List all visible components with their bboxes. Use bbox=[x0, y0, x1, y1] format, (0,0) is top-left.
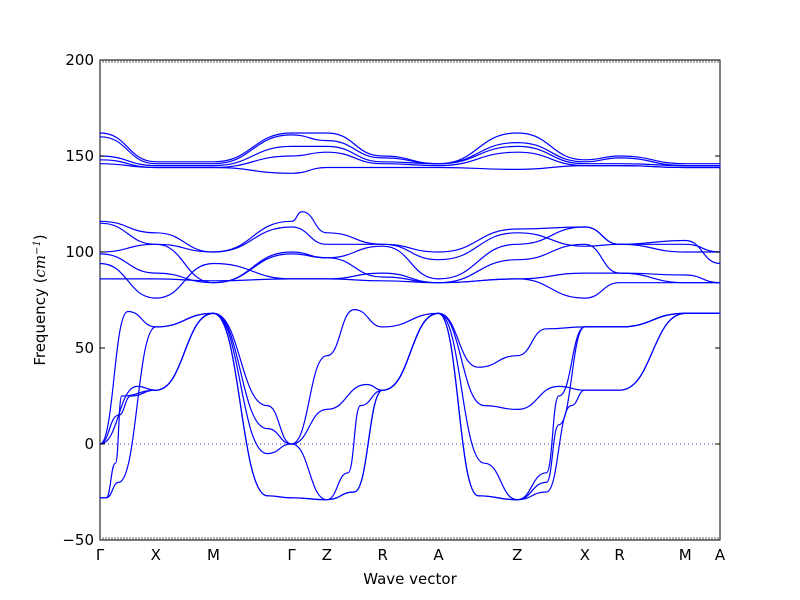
y-tick-label: 0 bbox=[84, 435, 94, 453]
x-tick-label: R bbox=[614, 546, 624, 564]
x-tick-label: X bbox=[580, 546, 590, 564]
x-tick-label: A bbox=[433, 546, 444, 564]
dispersion-curves bbox=[99, 132, 721, 501]
y-axis-label-text: Frequency ( bbox=[31, 278, 49, 366]
branch-3 bbox=[99, 145, 721, 167]
x-tick-label: Z bbox=[322, 546, 332, 564]
x-tick-label: Γ bbox=[287, 546, 296, 564]
plot-frame bbox=[99, 59, 721, 541]
x-tick-label: Z bbox=[512, 546, 522, 564]
y-axis-label-close: ) bbox=[31, 234, 49, 240]
branch-10 bbox=[99, 262, 721, 299]
branch-5 bbox=[99, 163, 721, 174]
y-axis-label: Frequency (cm−1) bbox=[31, 234, 49, 365]
y-tick-label: 100 bbox=[65, 243, 94, 261]
x-tick-label: A bbox=[715, 546, 726, 564]
branch-16 bbox=[99, 312, 721, 501]
branch-2 bbox=[99, 134, 721, 167]
y-tick-label: −50 bbox=[62, 531, 94, 549]
x-tick-label: M bbox=[679, 546, 692, 564]
x-tick-label: M bbox=[207, 546, 220, 564]
branch-1 bbox=[99, 132, 721, 165]
x-tick-label: X bbox=[151, 546, 161, 564]
y-axis-label-exponent: −1 bbox=[32, 240, 43, 255]
x-tick-label: Γ bbox=[96, 546, 105, 564]
y-tick-label: 200 bbox=[65, 51, 94, 69]
x-tick-label: R bbox=[378, 546, 388, 564]
y-axis-ticks: −50 0 50 100 150 200 bbox=[62, 51, 720, 549]
y-tick-label: 150 bbox=[65, 147, 94, 165]
y-tick-label: 50 bbox=[75, 339, 94, 357]
y-axis-label-unit: cm bbox=[31, 255, 49, 278]
x-axis-label: Wave vector bbox=[363, 570, 457, 588]
branch-11 bbox=[99, 278, 721, 299]
